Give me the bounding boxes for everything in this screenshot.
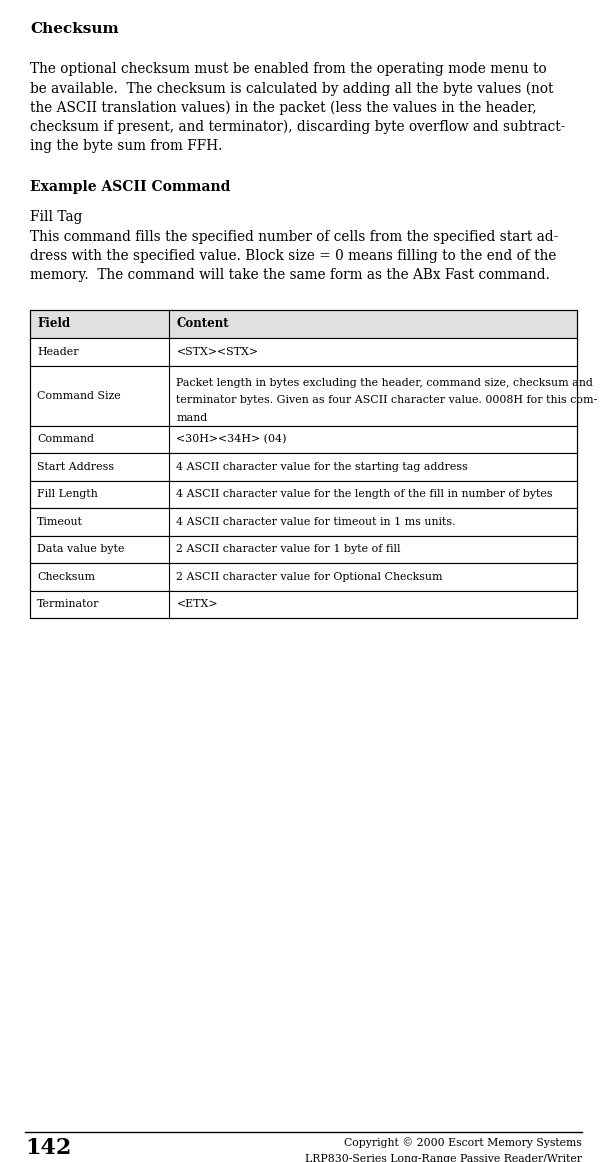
Text: Command: Command	[37, 435, 94, 444]
Text: dress with the specified value. Block size = 0 means filling to the end of the: dress with the specified value. Block si…	[30, 249, 556, 263]
Text: ing the byte sum from FFH.: ing the byte sum from FFH.	[30, 139, 222, 153]
Text: 142: 142	[25, 1138, 72, 1160]
Text: checksum if present, and terminator), discarding byte overflow and subtract-: checksum if present, and terminator), di…	[30, 120, 565, 135]
Bar	[30, 338, 577, 366]
Text: <30H><34H> (04): <30H><34H> (04)	[176, 435, 287, 445]
Text: 4 ASCII character value for the length of the fill in number of bytes: 4 ASCII character value for the length o…	[176, 489, 553, 500]
Bar	[30, 425, 577, 453]
Text: Content: Content	[176, 317, 229, 330]
Text: 2 ASCII character value for Optional Checksum: 2 ASCII character value for Optional Che…	[176, 572, 443, 582]
Text: Packet length in bytes excluding the header, command size, checksum and: Packet length in bytes excluding the hea…	[176, 378, 594, 388]
Bar	[30, 481, 577, 508]
Bar	[30, 453, 577, 481]
Text: memory.  The command will take the same form as the ABx Fast command.: memory. The command will take the same f…	[30, 268, 550, 282]
Text: Fill Tag: Fill Tag	[30, 210, 82, 224]
Text: <ETX>: <ETX>	[176, 600, 218, 609]
Text: LRP830-Series Long-Range Passive Reader/Writer: LRP830-Series Long-Range Passive Reader/…	[305, 1154, 582, 1162]
Text: Start Address: Start Address	[37, 462, 114, 472]
Bar	[30, 508, 577, 536]
Text: 2 ASCII character value for 1 byte of fill: 2 ASCII character value for 1 byte of fi…	[176, 545, 401, 554]
Text: The optional checksum must be enabled from the operating mode menu to: The optional checksum must be enabled fr…	[30, 62, 547, 76]
Bar	[30, 310, 577, 338]
Bar	[30, 366, 577, 425]
Text: Fill Length: Fill Length	[37, 489, 98, 500]
Text: Header: Header	[37, 347, 79, 357]
Text: Checksum: Checksum	[30, 22, 119, 36]
Text: the ASCII translation values) in the packet (less the values in the header,: the ASCII translation values) in the pac…	[30, 101, 536, 115]
Text: be available.  The checksum is calculated by adding all the byte values (not: be available. The checksum is calculated…	[30, 81, 553, 95]
Text: Terminator: Terminator	[37, 600, 99, 609]
Text: Example ASCII Command: Example ASCII Command	[30, 180, 231, 194]
Text: Checksum: Checksum	[37, 572, 95, 582]
Text: mand: mand	[176, 413, 208, 423]
Text: Field: Field	[37, 317, 70, 330]
Text: 4 ASCII character value for timeout in 1 ms units.: 4 ASCII character value for timeout in 1…	[176, 517, 456, 526]
Text: Data value byte: Data value byte	[37, 545, 125, 554]
Bar	[30, 590, 577, 618]
Text: <STX><STX>: <STX><STX>	[176, 347, 258, 357]
Text: 4 ASCII character value for the starting tag address: 4 ASCII character value for the starting…	[176, 462, 468, 472]
Bar	[30, 310, 577, 618]
Text: Timeout: Timeout	[37, 517, 83, 526]
Text: Copyright © 2000 Escort Memory Systems: Copyright © 2000 Escort Memory Systems	[344, 1136, 582, 1148]
Bar	[30, 564, 577, 590]
Text: This command fills the specified number of cells from the specified start ad-: This command fills the specified number …	[30, 230, 558, 244]
Text: Command Size: Command Size	[37, 390, 121, 401]
Text: terminator bytes. Given as four ASCII character value. 0008H for this com-: terminator bytes. Given as four ASCII ch…	[176, 395, 598, 406]
Bar	[30, 536, 577, 564]
